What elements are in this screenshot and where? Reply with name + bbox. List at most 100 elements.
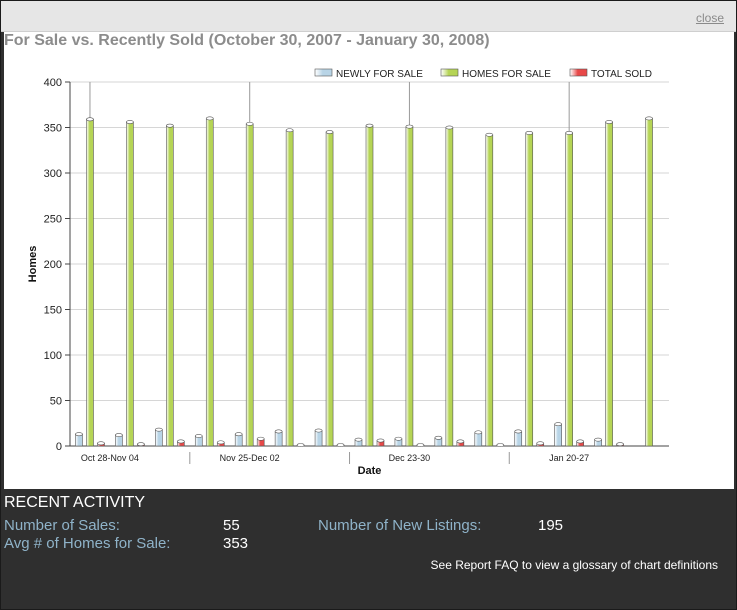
bar-cap — [325, 130, 334, 134]
new-listings-label: Number of New Listings: — [318, 517, 482, 534]
y-tick-label: 400 — [44, 77, 62, 89]
x-axis-label: Date — [358, 465, 382, 477]
bar-cap — [434, 435, 443, 440]
bar-cap — [616, 442, 624, 447]
bar-newly-for-sale — [514, 431, 523, 447]
bar-cap — [155, 427, 163, 432]
bar-homes-for-sale — [285, 129, 294, 447]
x-tick-label: Oct 28-Nov 04 — [81, 453, 139, 463]
close-link[interactable]: close — [695, 11, 724, 25]
bar-cap — [126, 120, 134, 124]
y-tick-label: 150 — [44, 305, 62, 317]
recent-activity-panel: RECENT ACTIVITY Number of Sales: 55 Avg … — [1, 490, 736, 609]
bar-cap — [354, 437, 363, 442]
window-top-bar: close — [1, 1, 736, 32]
x-tick-label: Jan 20-27 — [549, 453, 589, 463]
bar-homes-for-sale — [565, 132, 573, 447]
bar-cap — [525, 131, 534, 135]
bar-homes-for-sale — [645, 118, 653, 447]
bar-cap — [536, 441, 545, 446]
bar-homes-for-sale — [605, 121, 613, 447]
legend-label: NEWLY FOR SALE — [336, 69, 423, 80]
bar-homes-for-sale — [405, 126, 414, 447]
bar-cap — [416, 443, 425, 447]
bar-cap — [245, 121, 254, 126]
bar-cap — [445, 125, 454, 130]
bar-homes-for-sale — [86, 119, 94, 447]
bar-cap — [405, 124, 414, 129]
bar-newly-for-sale — [474, 432, 483, 447]
chart-panel: For Sale vs. Recently Sold (October 30, … — [4, 32, 734, 489]
bar-cap — [234, 432, 243, 437]
bar-cap — [137, 442, 145, 447]
bar-cap — [75, 432, 83, 437]
y-tick-label: 0 — [56, 441, 62, 453]
bar-newly-for-sale — [554, 423, 562, 447]
legend-label: TOTAL SOLD — [591, 69, 652, 80]
bar-cap — [485, 132, 494, 137]
bar-cap — [594, 437, 602, 442]
report-faq-note[interactable]: See Report FAQ to view a glossary of cha… — [430, 558, 718, 572]
number-of-sales-label: Number of Sales: — [4, 517, 120, 534]
bar-cap — [296, 443, 305, 447]
y-tick-label: 100 — [44, 350, 62, 362]
bar-cap — [314, 428, 323, 433]
bar-cap — [205, 116, 214, 121]
bar-homes-for-sale — [485, 134, 494, 447]
chart-title: For Sale vs. Recently Sold (October 30, … — [4, 32, 490, 49]
legend-swatch — [314, 68, 333, 77]
new-listings-value: 195 — [538, 517, 564, 534]
bar-homes-for-sale — [205, 118, 214, 447]
bar-cap — [336, 443, 345, 447]
bar-homes-for-sale — [445, 127, 454, 447]
bar-cap — [456, 439, 465, 444]
x-tick-label: Nov 25-Dec 02 — [220, 453, 280, 463]
bar-cap — [285, 128, 294, 133]
bar-cap — [394, 436, 403, 441]
bar-cap — [97, 441, 105, 446]
bar-cap — [274, 429, 283, 434]
legend-swatch — [569, 68, 588, 77]
bar-cap — [645, 116, 653, 121]
legend-swatch — [440, 68, 459, 77]
bar-cap — [177, 439, 185, 444]
bar-chart: 0 50 100 150 200 250 300 350 400 Oct 28-Nov 04 Nov… — [27, 68, 669, 477]
bar-cap — [365, 123, 374, 128]
legend-label: HOMES FOR SALE — [462, 69, 551, 80]
bar-cap — [216, 440, 225, 445]
bar-cap — [166, 123, 174, 128]
y-tick-label: 350 — [44, 123, 62, 135]
bar-cap — [376, 438, 385, 443]
avg-homes-for-sale-label: Avg # of Homes for Sale: — [4, 535, 171, 552]
bar-newly-for-sale — [155, 429, 163, 447]
y-axis-label: Homes — [27, 246, 39, 283]
bar-cap — [514, 429, 523, 434]
bar-homes-for-sale — [325, 131, 334, 447]
y-tick-label: 50 — [50, 396, 62, 408]
recent-activity-heading: RECENT ACTIVITY — [4, 494, 146, 511]
y-tick-label: 250 — [44, 214, 62, 226]
bar-cap — [115, 433, 123, 437]
number-of-sales-value: 55 — [223, 517, 240, 534]
bar-homes-for-sale — [126, 121, 134, 447]
bar-homes-for-sale — [365, 125, 374, 447]
bar-cap — [194, 434, 203, 438]
y-tick-label: 200 — [44, 259, 62, 271]
bar-cap — [565, 131, 573, 135]
bar-homes-for-sale — [525, 132, 534, 447]
y-tick-label: 300 — [44, 168, 62, 180]
bar-cap — [86, 117, 94, 122]
bar-cap — [605, 120, 613, 124]
bar-homes-for-sale — [166, 125, 174, 447]
bar-newly-for-sale — [314, 430, 323, 447]
bar-cap — [554, 422, 562, 427]
bar-cap — [474, 430, 483, 435]
bar-homes-for-sale — [245, 123, 254, 447]
bar-cap — [496, 443, 505, 447]
avg-homes-for-sale-value: 353 — [223, 535, 249, 552]
bar-newly-for-sale — [274, 431, 283, 447]
bar-cap — [576, 439, 584, 444]
x-tick-label: Dec 23-30 — [389, 453, 431, 463]
bar-cap — [256, 436, 265, 441]
